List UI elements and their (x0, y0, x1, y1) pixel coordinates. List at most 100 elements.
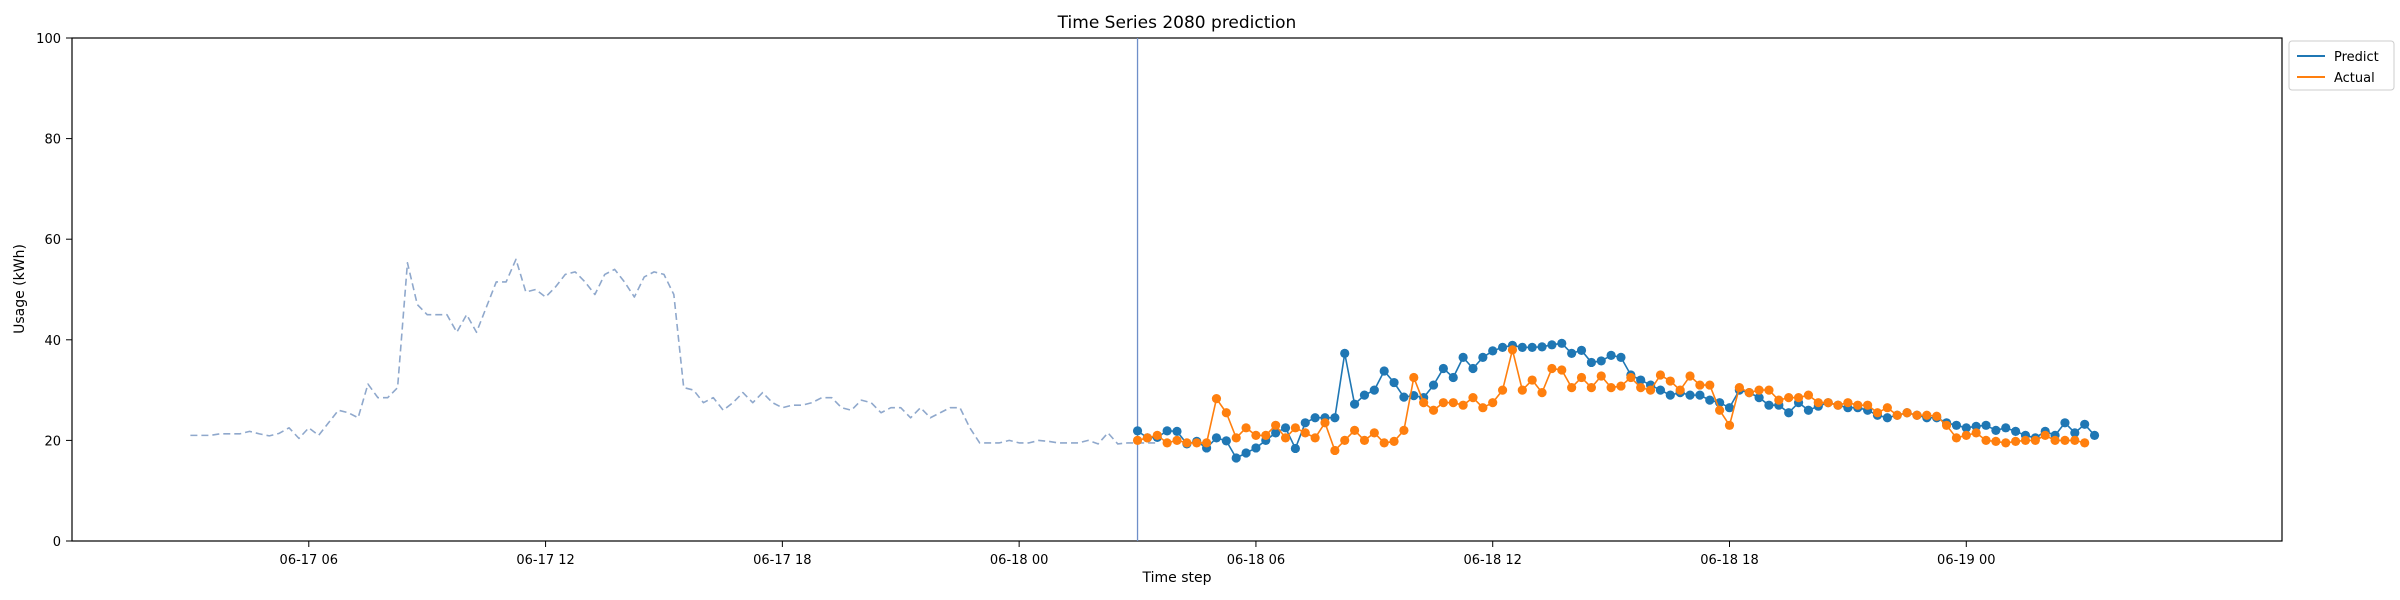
data-point-actual (1774, 395, 1784, 405)
data-point-predict (1695, 390, 1705, 400)
y-tick-label: 60 (44, 233, 61, 248)
data-point-actual (1251, 430, 1261, 440)
data-point-actual (2030, 435, 2040, 445)
y-tick-label: 20 (44, 434, 61, 449)
data-point-actual (1734, 382, 1744, 393)
x-tick-label: 06-17 12 (516, 553, 574, 568)
data-point-actual (2070, 435, 2080, 445)
data-point-predict (1399, 392, 1409, 402)
data-point-predict (1359, 390, 1370, 400)
data-point-actual (1645, 385, 1656, 395)
data-point-actual (1932, 411, 1942, 421)
data-point-predict (1981, 420, 1991, 430)
data-point-actual (1517, 385, 1527, 395)
data-point-actual (1192, 438, 1202, 448)
data-point-predict (1576, 345, 1587, 355)
data-point-actual (1715, 405, 1725, 415)
data-point-predict (1448, 372, 1458, 383)
y-tick-label: 100 (36, 32, 61, 47)
y-tick-label: 80 (44, 133, 61, 148)
data-point-actual (1764, 385, 1774, 395)
data-point-actual (1843, 398, 1853, 408)
data-point-predict (1162, 426, 1172, 436)
data-point-actual (1557, 365, 1567, 375)
data-point-actual (1596, 371, 1606, 381)
data-point-predict (1438, 363, 1448, 374)
data-point-predict (1586, 357, 1596, 368)
data-point-actual (1636, 382, 1646, 393)
x-axis-label: Time step (1142, 570, 1212, 586)
x-tick-label: 06-18 00 (990, 553, 1048, 568)
data-point-predict (1655, 385, 1666, 395)
data-point-actual (1389, 436, 1399, 447)
data-point-predict (2060, 418, 2070, 428)
data-point-actual (1399, 425, 1409, 435)
data-point-actual (1231, 433, 1241, 443)
data-point-actual (1961, 430, 1971, 440)
data-point-actual (1813, 398, 1823, 408)
data-point-predict (1300, 418, 1310, 428)
data-point-actual (1951, 433, 1962, 443)
data-point-actual (1379, 438, 1389, 448)
data-point-actual (1784, 393, 1794, 403)
x-tick-label: 06-19 00 (1937, 553, 1995, 568)
data-point-actual (1458, 400, 1468, 410)
data-point-actual (2011, 436, 2021, 447)
data-point-actual (1468, 393, 1478, 403)
data-point-predict (1616, 352, 1626, 362)
data-point-predict (1379, 366, 1389, 376)
data-point-predict (1606, 350, 1616, 360)
data-point-actual (1823, 398, 1833, 408)
data-point-actual (1448, 398, 1458, 408)
data-point-actual (1912, 410, 1922, 420)
data-point-predict (1754, 393, 1764, 403)
data-point-predict (1803, 405, 1814, 415)
data-point-actual (1922, 410, 1932, 420)
x-tick-label: 06-18 18 (1700, 553, 1758, 568)
data-point-predict (1428, 380, 1439, 390)
data-point-actual (1132, 435, 1143, 445)
data-point-actual (1626, 372, 1636, 383)
data-point-predict (1784, 408, 1794, 418)
x-tick-label: 06-18 06 (1227, 553, 1285, 568)
legend-label: Actual (2334, 71, 2375, 86)
data-point-predict (1310, 413, 1320, 423)
y-axis-label: Usage (kWh) (12, 244, 28, 334)
data-point-actual (1409, 372, 1419, 383)
legend-label: Predict (2334, 50, 2379, 65)
data-point-actual (1507, 345, 1518, 355)
data-point-actual (2001, 438, 2011, 448)
data-point-actual (1941, 420, 1952, 430)
legend: Predict Actual (2288, 40, 2395, 91)
data-point-predict (1971, 421, 1981, 431)
data-point-predict (1468, 363, 1478, 374)
data-point-predict (1665, 390, 1675, 400)
data-point-actual (1419, 398, 1429, 408)
data-point-actual (1902, 408, 1912, 418)
data-point-actual (1310, 433, 1320, 443)
data-point-actual (1665, 376, 1675, 386)
data-point-actual (1537, 388, 1547, 398)
data-point-actual (1803, 390, 1814, 400)
data-point-predict (1557, 338, 1567, 348)
data-point-actual (1833, 400, 1843, 410)
data-point-actual (1172, 435, 1182, 445)
data-point-predict (1280, 423, 1291, 433)
data-point-actual (1576, 372, 1587, 383)
data-point-predict (1724, 403, 1735, 413)
series-line-history (190, 258, 1158, 445)
data-point-predict (2089, 430, 2100, 440)
data-point-predict (1705, 395, 1715, 405)
data-point-predict (1132, 426, 1143, 436)
data-point-predict (1251, 443, 1261, 453)
data-point-predict (1951, 420, 1962, 430)
x-tick-label: 06-17 18 (753, 553, 811, 568)
data-point-actual (1369, 428, 1379, 438)
data-point-actual (1261, 430, 1271, 440)
data-point-predict (1488, 346, 1498, 356)
data-point-predict (1596, 356, 1606, 366)
data-point-actual (1685, 371, 1695, 381)
data-point-actual (1202, 438, 1212, 448)
data-point-actual (1981, 435, 1991, 445)
